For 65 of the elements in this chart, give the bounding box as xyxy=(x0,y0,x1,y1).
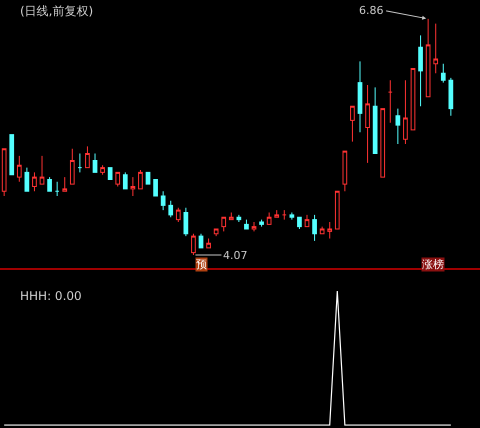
candlestick xyxy=(334,190,340,230)
candlestick xyxy=(388,80,393,124)
candlestick xyxy=(146,172,150,185)
candlestick xyxy=(418,34,423,107)
candlestick xyxy=(297,216,302,230)
candlestick xyxy=(410,68,416,130)
candlestick xyxy=(115,172,120,188)
candlestick xyxy=(304,214,310,228)
text: 涨榜 xyxy=(422,258,444,271)
candlestick xyxy=(433,23,438,74)
candlestick xyxy=(266,212,272,225)
candlestick xyxy=(350,106,355,142)
candlestick xyxy=(85,146,90,168)
candlestick xyxy=(108,167,113,180)
chart-title: HHH: 0.00 xyxy=(20,289,82,303)
candlestick xyxy=(122,172,128,190)
candlestick xyxy=(168,200,174,218)
candlestick xyxy=(62,176,68,192)
candlestick xyxy=(440,63,446,84)
candlestick xyxy=(24,167,30,192)
candlestick xyxy=(426,18,430,98)
candlestick xyxy=(78,152,82,173)
text: 6.86 xyxy=(359,4,384,17)
candlestick xyxy=(372,86,378,154)
candlestick xyxy=(153,178,158,196)
candlestick xyxy=(92,152,98,173)
candlestick xyxy=(312,214,317,242)
candlestick xyxy=(9,134,14,176)
annotation: 4.07 xyxy=(223,249,248,262)
candlestick xyxy=(130,176,136,196)
candlestick xyxy=(54,181,60,196)
candlestick xyxy=(221,216,226,232)
candlestick xyxy=(290,212,294,220)
candlestick xyxy=(365,84,370,164)
candlestick xyxy=(70,148,75,185)
candlestick xyxy=(214,228,219,237)
chart-title: (日线,前复权) xyxy=(20,4,94,18)
candlestick xyxy=(32,172,37,192)
candlestick xyxy=(358,60,362,133)
candlestick xyxy=(327,221,332,239)
candlestick xyxy=(244,219,249,230)
candlestick xyxy=(282,210,287,220)
candlestick xyxy=(206,238,211,248)
candlestick xyxy=(191,233,196,256)
candlestick xyxy=(342,150,348,192)
candlestick xyxy=(138,170,143,190)
text: 预 xyxy=(196,258,207,271)
candlestick xyxy=(198,233,204,248)
candlestick xyxy=(448,77,454,116)
candlestick xyxy=(252,221,256,232)
candlestick xyxy=(160,190,166,211)
candlestick xyxy=(40,155,44,185)
candlestick xyxy=(259,219,264,228)
candlestick xyxy=(176,207,181,222)
candlestick xyxy=(228,212,234,220)
candlestick xyxy=(100,164,105,176)
candlestick xyxy=(403,80,408,145)
candlestick xyxy=(47,176,52,192)
candlestick xyxy=(184,207,188,237)
candlestick xyxy=(320,226,324,234)
candlestick xyxy=(380,108,386,178)
candlestick xyxy=(16,155,22,182)
candlestick xyxy=(396,108,400,145)
candlestick xyxy=(236,214,242,222)
candlestick xyxy=(274,210,280,218)
